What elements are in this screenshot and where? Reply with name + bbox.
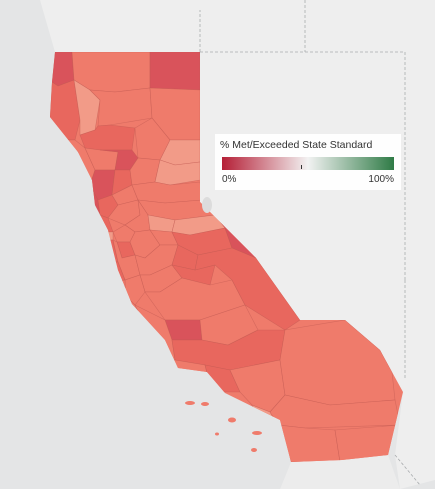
channel-island (251, 448, 257, 452)
legend-max-label: 100% (368, 174, 394, 185)
coastline-shade (0, 0, 291, 489)
channel-island (201, 402, 209, 406)
channel-island (228, 417, 236, 423)
mexico-land (280, 455, 400, 489)
county-modoc[interactable] (149, 52, 201, 91)
channel-island (185, 401, 195, 405)
county-del-norte[interactable] (51, 52, 75, 87)
color-legend: % Met/Exceeded State Standard 0% 100% (215, 134, 401, 190)
mexico-border (394, 454, 421, 486)
county-inyo[interactable] (194, 247, 301, 331)
neighbor-land (40, 0, 435, 489)
legend-color-ramp (222, 157, 394, 170)
lake-tahoe (202, 197, 212, 213)
county-imperial[interactable] (334, 424, 401, 462)
county-placer[interactable] (131, 181, 203, 204)
county-madera[interactable] (171, 264, 216, 286)
channel-island (215, 432, 219, 436)
channel-island (252, 431, 262, 435)
legend-min-label: 0% (222, 174, 237, 185)
legend-midpoint-tick (301, 165, 302, 169)
legend-title: % Met/Exceeded State Standard (220, 139, 373, 151)
